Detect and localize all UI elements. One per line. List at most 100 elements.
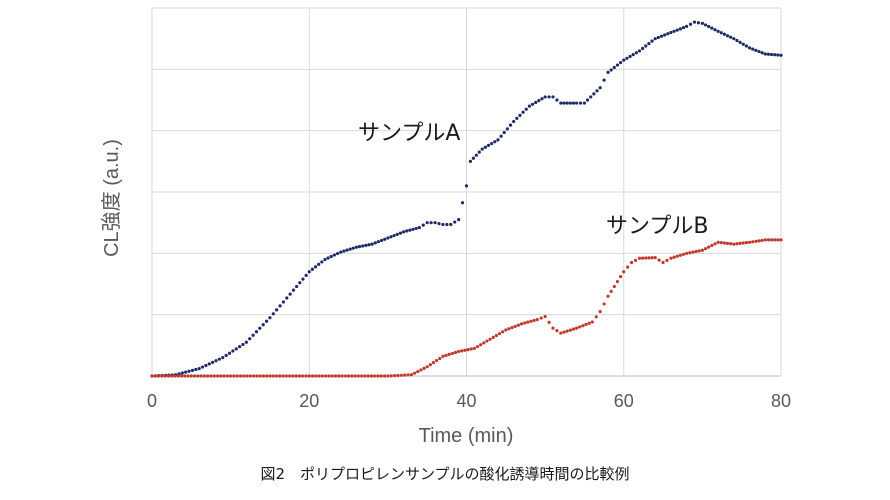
data-point <box>320 260 324 264</box>
data-point <box>291 374 295 378</box>
data-point <box>713 28 717 32</box>
x-axis-title: Time (min) <box>419 425 514 447</box>
data-point <box>606 294 610 298</box>
data-point <box>776 238 780 242</box>
data-point <box>327 374 331 378</box>
data-point <box>207 362 211 366</box>
data-point <box>529 319 533 323</box>
data-point <box>688 22 693 26</box>
data-point <box>447 352 451 357</box>
data-point <box>735 38 739 43</box>
data-point <box>366 374 370 378</box>
data-point <box>258 374 262 378</box>
data-point <box>348 247 352 251</box>
data-point <box>284 374 288 378</box>
data-point <box>367 243 371 247</box>
data-point <box>405 229 409 233</box>
data-point <box>700 21 704 25</box>
data-point <box>578 101 583 105</box>
x-tick-label: 0 <box>147 391 157 411</box>
data-point <box>357 244 362 249</box>
data-point <box>379 238 384 243</box>
data-point <box>245 374 249 378</box>
data-point <box>356 374 360 378</box>
data-point <box>483 145 487 149</box>
data-point <box>298 281 302 285</box>
data-point <box>197 367 201 371</box>
data-point <box>515 116 519 120</box>
data-point <box>350 374 354 378</box>
data-point <box>307 270 311 274</box>
data-point <box>609 289 613 293</box>
data-point <box>393 374 397 378</box>
data-point <box>222 374 226 378</box>
data-point <box>744 241 749 245</box>
series-b-points <box>150 238 783 378</box>
data-point <box>490 141 494 146</box>
data-point <box>751 240 755 244</box>
data-point <box>555 329 559 333</box>
data-point <box>592 92 596 96</box>
data-point <box>402 230 406 234</box>
data-point <box>559 101 563 105</box>
data-point <box>581 324 585 328</box>
data-point <box>376 240 381 244</box>
data-point <box>441 354 445 358</box>
data-point <box>562 330 566 334</box>
data-point <box>386 236 390 240</box>
data-point <box>179 374 184 378</box>
data-point <box>428 363 432 367</box>
data-point <box>460 349 464 353</box>
data-point <box>416 369 420 374</box>
data-point <box>663 33 667 37</box>
data-point <box>335 251 340 256</box>
data-point <box>180 371 184 375</box>
data-point <box>189 374 193 378</box>
data-point <box>499 134 503 138</box>
data-point <box>264 319 269 323</box>
data-point <box>320 374 324 378</box>
data-point <box>661 260 665 265</box>
data-point <box>314 374 318 378</box>
data-point <box>665 258 669 262</box>
data-point <box>278 374 282 378</box>
data-point <box>214 359 218 363</box>
data-point <box>568 101 572 105</box>
data-point <box>441 222 445 227</box>
x-tick-label: 40 <box>456 391 476 411</box>
data-point <box>373 374 377 378</box>
data-point <box>343 374 347 378</box>
data-point <box>729 242 733 246</box>
data-point <box>547 320 551 324</box>
data-point <box>735 242 739 246</box>
data-point <box>672 255 676 259</box>
data-point <box>678 27 682 31</box>
data-point <box>675 28 679 32</box>
data-point <box>294 374 298 378</box>
data-point <box>281 300 286 304</box>
data-point <box>360 374 364 378</box>
data-point <box>647 41 651 46</box>
data-point <box>675 254 679 258</box>
data-point <box>574 101 579 105</box>
data-point <box>625 56 629 60</box>
data-point <box>323 257 327 262</box>
data-point <box>633 258 638 262</box>
data-point <box>491 335 495 339</box>
data-point <box>274 374 279 378</box>
data-point <box>345 248 349 252</box>
data-point <box>609 68 613 72</box>
data-point <box>653 256 657 260</box>
data-point <box>450 351 454 356</box>
data-point <box>505 127 509 131</box>
data-point <box>694 249 698 254</box>
data-point <box>383 237 387 241</box>
data-point <box>187 369 191 373</box>
data-point <box>719 241 723 245</box>
data-point <box>453 220 457 224</box>
data-point <box>399 373 403 377</box>
data-point <box>190 368 195 372</box>
data-point <box>485 339 489 343</box>
data-point <box>271 312 275 316</box>
data-point <box>657 258 661 262</box>
